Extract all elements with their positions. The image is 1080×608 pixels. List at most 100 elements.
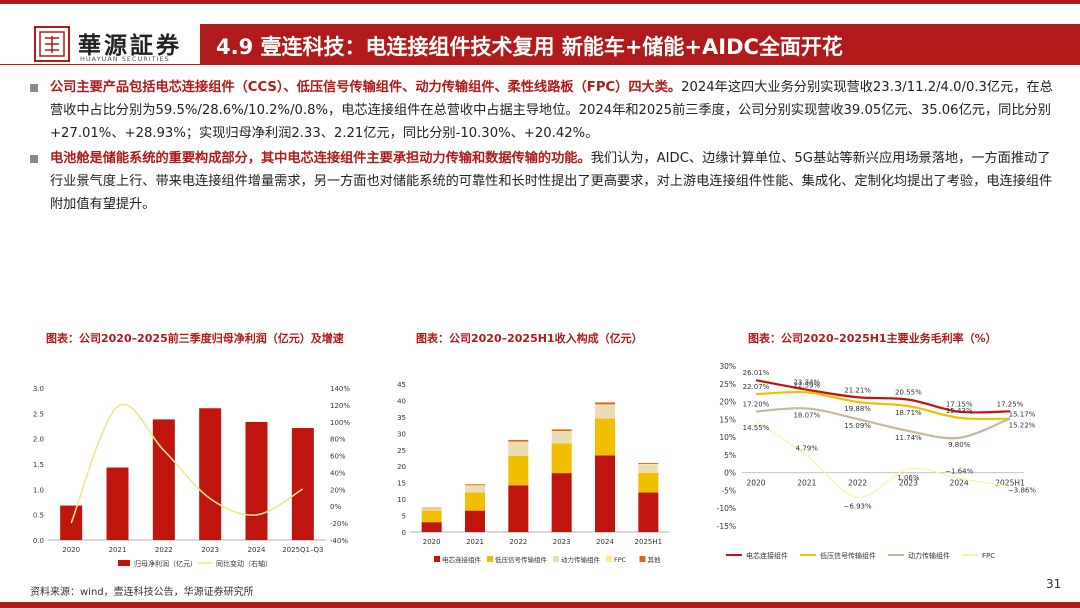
data-label: 18.71% bbox=[895, 409, 922, 417]
stacked-bar-segment bbox=[595, 455, 615, 532]
x-tick-label: 2023 bbox=[201, 546, 219, 554]
y-tick-label: 0.0 bbox=[33, 537, 44, 545]
x-tick-label: 2023 bbox=[899, 479, 918, 488]
y2-tick-label: 20% bbox=[330, 486, 346, 494]
legend-label: 动力传输组件 bbox=[908, 551, 950, 560]
y-tick-label: 5% bbox=[724, 451, 736, 460]
y-tick-label: 10 bbox=[397, 496, 406, 504]
stacked-bar-segment bbox=[508, 455, 529, 486]
bullet-text: 2024年这四大业务分别实现营收23.3/11.2/4.0/0.3亿元，在总营收… bbox=[50, 80, 1053, 141]
legend-swatch bbox=[553, 556, 559, 562]
data-label: 4.79% bbox=[796, 445, 819, 453]
y-tick-label: 30% bbox=[719, 362, 736, 371]
x-tick-label: 2024 bbox=[950, 479, 969, 488]
stacked-bar-segment bbox=[465, 510, 485, 532]
stacked-bar-segment bbox=[638, 492, 659, 532]
stacked-bar-segment bbox=[465, 485, 485, 493]
x-tick-label: 2025H1 bbox=[995, 479, 1025, 488]
y-tick-label: 35 bbox=[397, 414, 406, 422]
stacked-bar-segment bbox=[421, 508, 442, 511]
data-label: −1.64% bbox=[945, 467, 973, 475]
x-tick-label: 2025H1 bbox=[635, 538, 663, 546]
bullet-text: 我们认为，AIDC、边缘计算单位、5G基站等新兴应用场景落地，一方面推动了行业景… bbox=[50, 151, 1053, 212]
legend-label: FPC bbox=[614, 556, 627, 564]
legend-swatch bbox=[606, 556, 612, 562]
data-label: 11.74% bbox=[895, 434, 922, 442]
brand-subtitle: HUAYUAN SECURITIES bbox=[80, 55, 170, 63]
y-tick-label: 10% bbox=[719, 433, 736, 442]
data-label: 22.59% bbox=[793, 381, 820, 389]
data-label: 26.01% bbox=[743, 369, 770, 377]
data-label: 17.25% bbox=[997, 400, 1024, 408]
data-label: 17.20% bbox=[743, 401, 770, 409]
stacked-bar-segment bbox=[638, 463, 659, 465]
legend-swatch bbox=[639, 556, 646, 562]
data-label: 15.22% bbox=[1009, 422, 1036, 430]
y-tick-label: 15% bbox=[719, 415, 736, 424]
bottom-accent-bar bbox=[0, 602, 1080, 608]
x-tick-label: 2022 bbox=[848, 479, 867, 488]
header-divider bbox=[0, 64, 1080, 65]
y2-tick-label: 80% bbox=[330, 436, 346, 444]
y-tick-label: 2.5 bbox=[33, 410, 44, 418]
y-tick-label: 20 bbox=[397, 463, 406, 471]
legend-label: 同比变动（右轴） bbox=[216, 559, 272, 568]
y-tick-label: 15 bbox=[397, 480, 406, 488]
bar bbox=[152, 419, 175, 540]
chart3-title: 图表：公司2020–2025H1主要业务毛利率（%） bbox=[748, 332, 997, 345]
data-label: 23.34% bbox=[793, 379, 820, 387]
data-label: 19.88% bbox=[844, 405, 871, 413]
stacked-bar-segment bbox=[595, 418, 615, 456]
y-tick-label: 5 bbox=[402, 513, 406, 521]
stacked-bar-segment bbox=[638, 464, 659, 473]
y2-tick-label: 120% bbox=[330, 402, 350, 410]
y-tick-label: -5% bbox=[721, 486, 736, 495]
stacked-bar-segment bbox=[508, 442, 529, 456]
data-label: 14.55% bbox=[743, 424, 770, 432]
y2-tick-label: -40% bbox=[330, 537, 348, 545]
brand-name: 華源証券 bbox=[78, 32, 182, 59]
stacked-bar-segment bbox=[551, 429, 572, 432]
x-tick-label: 2023 bbox=[553, 538, 571, 546]
top-accent-bar bbox=[0, 0, 1080, 4]
y2-tick-label: 100% bbox=[330, 419, 350, 427]
data-label: 1.06% bbox=[897, 474, 920, 482]
data-label: 22.07% bbox=[743, 383, 770, 391]
y2-tick-label: -20% bbox=[330, 520, 348, 528]
x-tick-label: 2020 bbox=[746, 479, 765, 488]
slide-title: 4.9 壹连科技：电连接组件技术复用 新能车+储能+AIDC全面开花 bbox=[216, 35, 843, 59]
legend-swatch bbox=[487, 556, 493, 562]
brand-logo-icon bbox=[34, 26, 70, 62]
footer-source: 资料来源：wind，壹连科技公告，华源证券研究所 bbox=[30, 587, 254, 598]
stacked-bar-segment bbox=[638, 472, 659, 493]
legend-label: 其他 bbox=[648, 555, 662, 564]
series-line bbox=[755, 390, 1011, 421]
y2-tick-label: 40% bbox=[330, 469, 346, 477]
data-label: 17.15% bbox=[946, 401, 973, 409]
gross-margin-chart: -15% -10% -5% 0% 5% 10% 15% 20% 25% 30% 2020 2021 20… bbox=[717, 362, 1037, 560]
legend-label: FPC bbox=[982, 552, 995, 560]
bullet-item-products: 公司主要产品包括电芯连接组件（CCS）、低压信号传输组件、动力传输组件、柔性线路… bbox=[30, 76, 1060, 145]
legend-swatch bbox=[118, 560, 130, 566]
x-tick-label: 2022 bbox=[155, 546, 173, 554]
stacked-bar-segment bbox=[638, 462, 659, 464]
stacked-bar-segment bbox=[551, 432, 572, 444]
data-label: 15.09% bbox=[844, 422, 871, 430]
y-tick-label: 0.5 bbox=[33, 512, 44, 520]
bullet-highlight: 电池舱是储能系统的重要构成部分，其中电芯连接组件主要承担动力传输和数据传输的功能… bbox=[50, 151, 591, 166]
bar bbox=[106, 467, 129, 540]
x-tick-label: 2024 bbox=[248, 546, 266, 554]
stacked-bar-segment bbox=[465, 484, 485, 486]
x-tick-label: 2025Q1–Q3 bbox=[282, 546, 323, 554]
growth-line bbox=[70, 403, 304, 524]
net-profit-chart: 0.0 0.5 1.0 1.5 2.0 2.5 3.0 -40% -20% 0% 20% 40% 60%… bbox=[33, 385, 351, 568]
legend-label: 低压信号传输组件 bbox=[495, 555, 548, 564]
x-tick-label: 2020 bbox=[423, 538, 441, 546]
stacked-bar-segment bbox=[595, 405, 615, 419]
x-tick-label: 2021 bbox=[109, 546, 127, 554]
x-tick-label: 2020 bbox=[62, 546, 80, 554]
bullet-list: 公司主要产品包括电芯连接组件（CCS）、低压信号传输组件、动力传输组件、柔性线路… bbox=[30, 76, 1060, 218]
y-tick-label: 40 bbox=[397, 397, 406, 405]
legend-label: 动力传输组件 bbox=[561, 555, 601, 564]
bullet-highlight: 公司主要产品包括电芯连接组件（CCS）、低压信号传输组件、动力传输组件、柔性线路… bbox=[50, 80, 682, 95]
